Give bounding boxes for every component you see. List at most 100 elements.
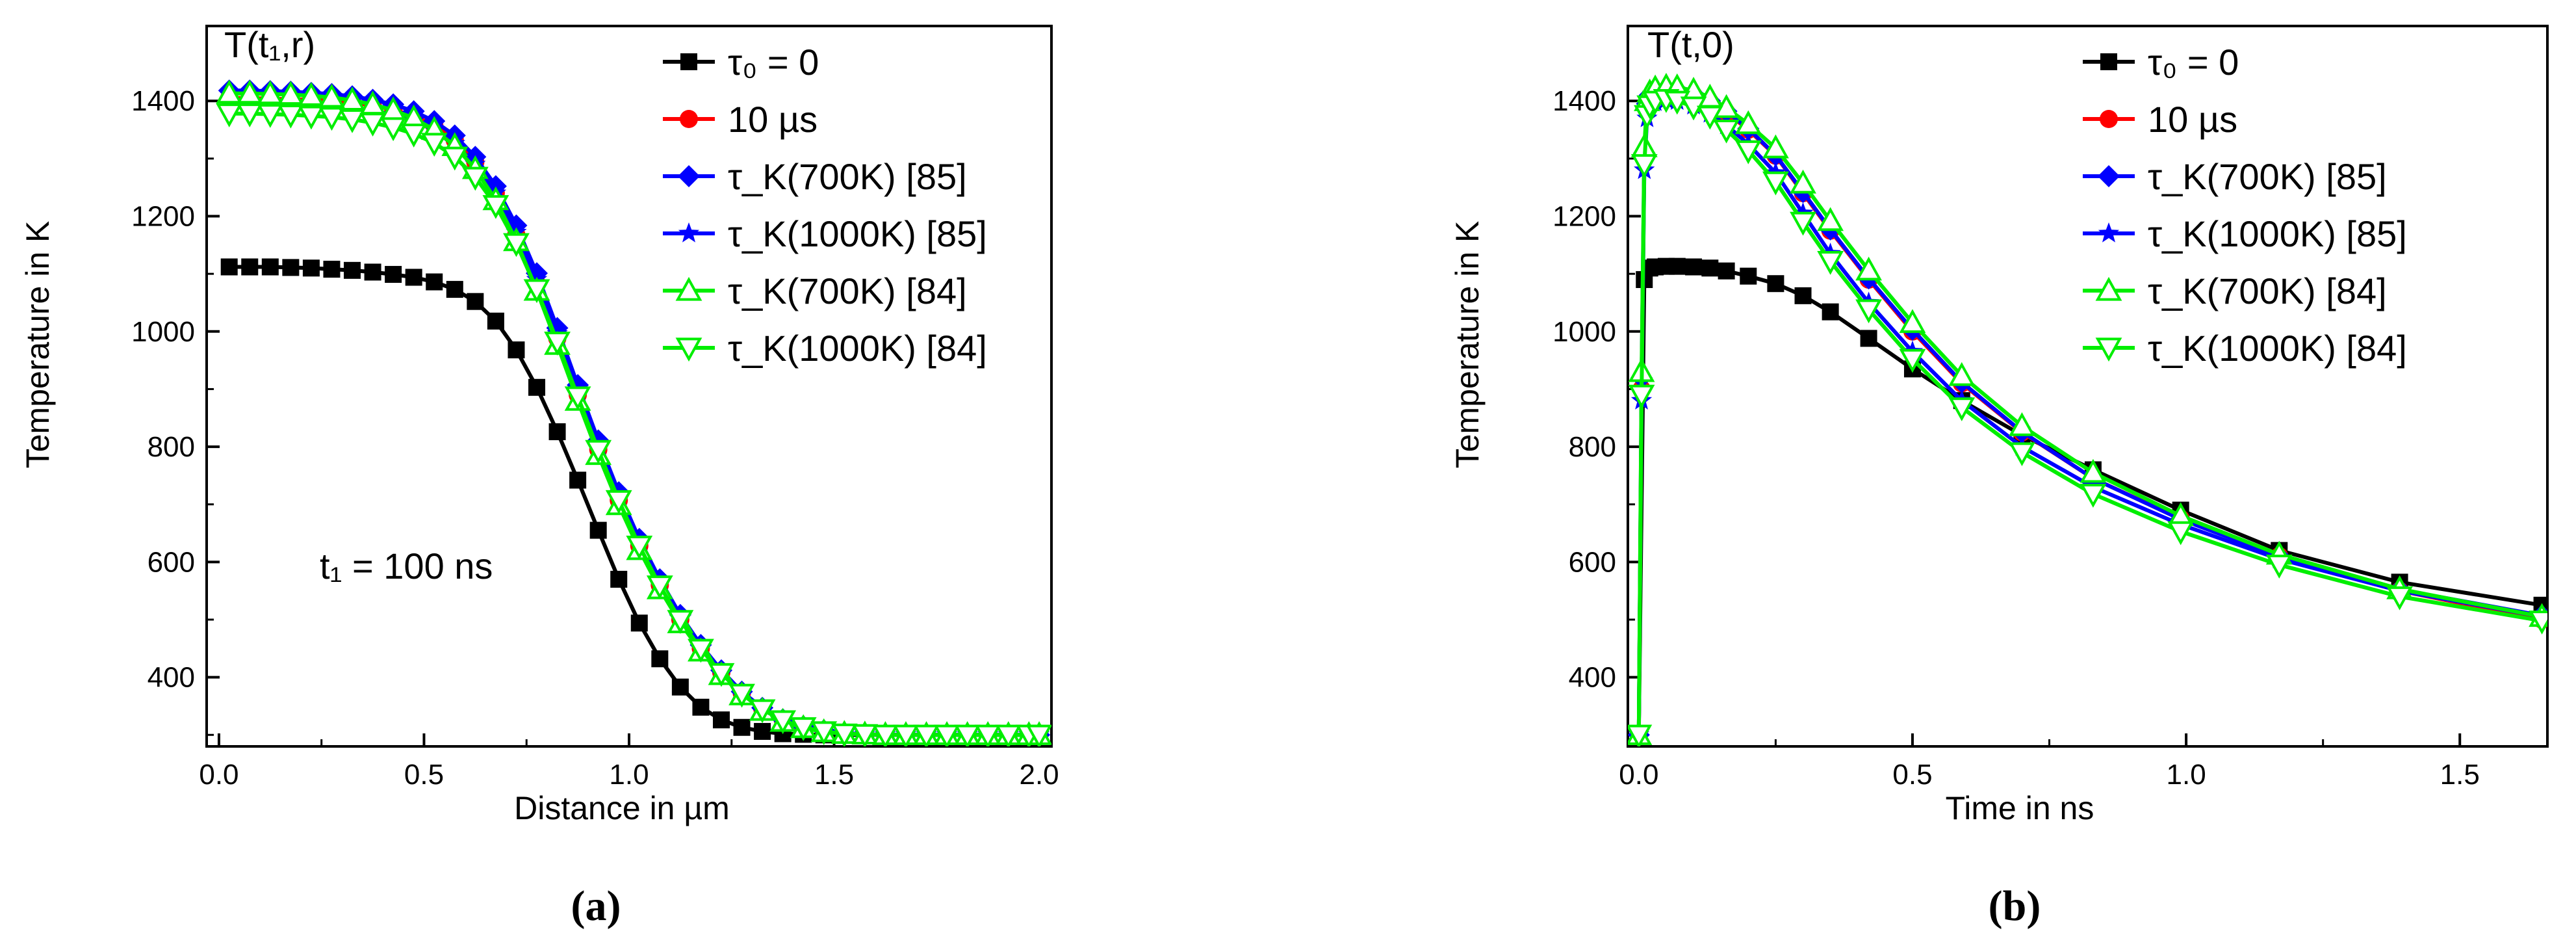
x-tick-label: 0.5 (1892, 759, 1932, 791)
data-point (1025, 724, 1051, 746)
series-3 (1628, 88, 2547, 744)
data-point (564, 386, 591, 411)
y-tick-label: 400 (148, 662, 195, 694)
data-point (1628, 724, 1653, 746)
data-point (1817, 251, 1844, 275)
data-point (974, 724, 1001, 746)
caption-a: (a) (571, 882, 621, 930)
legend-label: 10 µs (728, 99, 818, 140)
data-point (851, 724, 879, 746)
data-point (1696, 105, 1723, 130)
data-point (216, 79, 243, 104)
data-point (2080, 484, 2107, 508)
data-point (892, 724, 920, 746)
data-point (446, 281, 463, 298)
data-point (626, 535, 653, 560)
series-line (1636, 98, 2543, 735)
data-point (1899, 348, 1926, 373)
y-tick-label: 1200 (1552, 201, 1616, 233)
data-point (400, 124, 428, 148)
legend: τ₀ = 0 10 µs τ_K(700K) [85] τ_K(1000K) [85]… (2083, 42, 2407, 369)
data-point (605, 490, 632, 514)
legend-marker (675, 276, 702, 301)
data-point (257, 80, 284, 105)
data-point (508, 341, 525, 359)
data-point (749, 699, 776, 724)
data-point (339, 86, 366, 111)
data-point (441, 146, 469, 171)
data-point (933, 724, 960, 746)
series-5 (216, 103, 1051, 746)
data-point (728, 683, 755, 708)
data-point (1899, 309, 1926, 334)
data-point (544, 332, 571, 356)
data-point (1948, 397, 1976, 421)
legend-label: τ_K(1000K) [85] (2148, 213, 2407, 254)
series-line (229, 101, 1040, 737)
data-point (651, 650, 669, 668)
annotation-a: t₁ = 100 ns (320, 545, 493, 586)
data-point (733, 718, 751, 736)
data-point (1860, 330, 1877, 347)
data-point (339, 109, 366, 133)
data-point (2080, 458, 2107, 483)
axes-frame (1627, 25, 2549, 748)
legend-marker (2095, 276, 2122, 301)
data-point (487, 312, 504, 330)
legend: τ₀ = 0 10 µs τ_K(700K) [85] τ_K(1000K) [85]… (663, 42, 987, 369)
x-tick-label: 1.5 (814, 759, 854, 791)
data-point (692, 698, 710, 716)
data-point (482, 195, 509, 219)
data-point (790, 717, 817, 741)
y-tick-label: 1400 (1552, 85, 1616, 117)
data-point (1734, 110, 1762, 135)
legend-label: τ_K(1000K) [84] (2148, 328, 2407, 369)
data-point (298, 82, 325, 106)
x-axis-label-a: Distance in µm (514, 790, 730, 826)
series-5 (1628, 88, 2547, 746)
data-point (359, 112, 386, 137)
data-point (380, 117, 407, 142)
data-point (405, 269, 422, 286)
legend-label: τ_K(700K) [84] (2148, 270, 2387, 311)
data-point (712, 711, 730, 729)
data-point (1718, 262, 1735, 280)
data-point (528, 378, 546, 396)
data-point (298, 105, 325, 130)
legend-marker (2100, 53, 2117, 70)
data-point (1948, 361, 1976, 386)
data-point (1790, 211, 1816, 236)
x-axis-label-b: Time in ns (1946, 790, 2094, 826)
data-point (913, 724, 940, 746)
caption-b: (b) (1989, 882, 2041, 930)
data-point (569, 471, 587, 489)
plot-area-b: 0.0 0.5 1.0 1.5 400 600 800 1000 1200 1400 τ₀ = 0 1… (1552, 25, 2549, 791)
data-point (1790, 169, 1816, 194)
series-line (229, 111, 1040, 737)
data-point (323, 261, 341, 278)
y-tick-label: 1200 (131, 201, 195, 233)
data-point (708, 663, 735, 687)
axes-frame (205, 25, 1053, 748)
data-point (302, 259, 320, 277)
data-point (385, 266, 402, 283)
data-point (810, 721, 838, 746)
data-point (1762, 171, 1789, 196)
data-point (667, 610, 694, 634)
y-tick-label: 800 (148, 431, 195, 463)
data-point (277, 81, 304, 105)
data-point (671, 678, 689, 696)
panel-a: 0.0 0.5 1.0 1.5 2.0 400 600 800 1000 1200 1400 τ₀ =… (19, 24, 1059, 930)
legend-label: τ_K(700K) [84] (728, 270, 967, 311)
data-point (1794, 287, 1812, 304)
data-point (318, 107, 345, 131)
data-point (589, 521, 607, 539)
series-1 (1629, 83, 2547, 744)
data-point (1713, 119, 1740, 144)
data-point (2386, 586, 2413, 611)
y-tick-label: 1000 (1552, 316, 1616, 348)
data-point (236, 103, 263, 127)
data-point (585, 440, 612, 464)
legend-marker (680, 110, 698, 128)
x-tick-label: 2.0 (1019, 759, 1059, 791)
